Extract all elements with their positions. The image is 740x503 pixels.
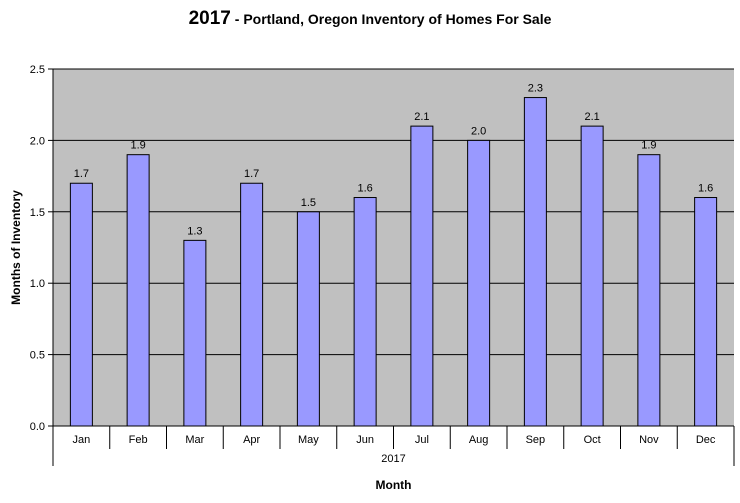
data-label: 1.3 <box>187 225 202 237</box>
chart-title-year: 2017 <box>188 8 231 29</box>
bar-apr <box>240 182 264 427</box>
y-tick-label: 0.0 <box>30 421 45 433</box>
y-tick-label: 2.0 <box>30 135 45 147</box>
data-label: 1.6 <box>698 183 713 195</box>
bar-may <box>296 211 320 427</box>
y-tick-labels: 0.0 0.5 1.0 1.5 2.0 2.5 <box>30 64 45 433</box>
y-axis-label: Months of Inventory <box>9 190 23 305</box>
x-tick-label: May <box>298 434 319 446</box>
data-labels-group: 1.7 1.9 1.3 1.7 1.5 1.6 2.1 2.0 2.3 2.1 1.9 1.6 <box>74 83 714 238</box>
data-label: 2.0 <box>471 125 486 137</box>
x-tick-label: Jul <box>415 434 429 446</box>
data-label: 1.9 <box>641 140 656 152</box>
bar-oct <box>580 125 604 427</box>
data-label: 2.1 <box>414 111 429 123</box>
data-label: 1.7 <box>244 168 259 180</box>
data-label: 1.5 <box>301 197 316 209</box>
x-axis-label: Month <box>376 478 412 492</box>
bar-jan <box>69 182 93 427</box>
bar-aug <box>467 139 491 427</box>
bar-dec <box>694 197 718 427</box>
y-tick-label: 1.5 <box>30 207 45 219</box>
bar-sep <box>523 97 547 427</box>
chart-title-text: - Portland, Oregon Inventory of Homes Fo… <box>230 11 552 27</box>
bar-jul <box>410 125 434 427</box>
chart-title: 2017 - Portland, Oregon Inventory of Hom… <box>0 8 740 30</box>
bars-group <box>69 97 718 427</box>
data-label: 1.9 <box>130 140 145 152</box>
x-tick-label: Dec <box>696 434 716 446</box>
x-tick-label: Aug <box>469 434 489 446</box>
x-tick-label: Jun <box>356 434 374 446</box>
x-tick-label: Nov <box>639 434 659 446</box>
x-group-label: 2017 <box>381 453 405 465</box>
x-tick-labels: Jan Feb Mar Apr May Jun Jul Aug Sep Oct Nov Dec <box>73 434 716 446</box>
axes-group <box>48 68 735 466</box>
data-label: 1.6 <box>357 183 372 195</box>
x-tick-label: Apr <box>243 434 260 446</box>
x-tick-label: Mar <box>185 434 204 446</box>
x-tick-label: Sep <box>526 434 546 446</box>
gridlines <box>53 68 734 356</box>
y-tick-label: 1.0 <box>30 278 45 290</box>
bar-nov <box>637 154 661 427</box>
bar-jun <box>353 197 377 427</box>
x-tick-label: Oct <box>584 434 601 446</box>
data-label: 1.7 <box>74 168 89 180</box>
bar-mar <box>183 239 207 427</box>
data-label: 2.3 <box>528 83 543 95</box>
data-label: 2.1 <box>584 111 599 123</box>
bar-feb <box>126 154 150 427</box>
x-tick-label: Feb <box>129 434 148 446</box>
y-tick-label: 0.5 <box>30 350 45 362</box>
x-tick-label: Jan <box>73 434 91 446</box>
y-tick-label: 2.5 <box>30 64 45 76</box>
plot-area <box>53 69 734 426</box>
